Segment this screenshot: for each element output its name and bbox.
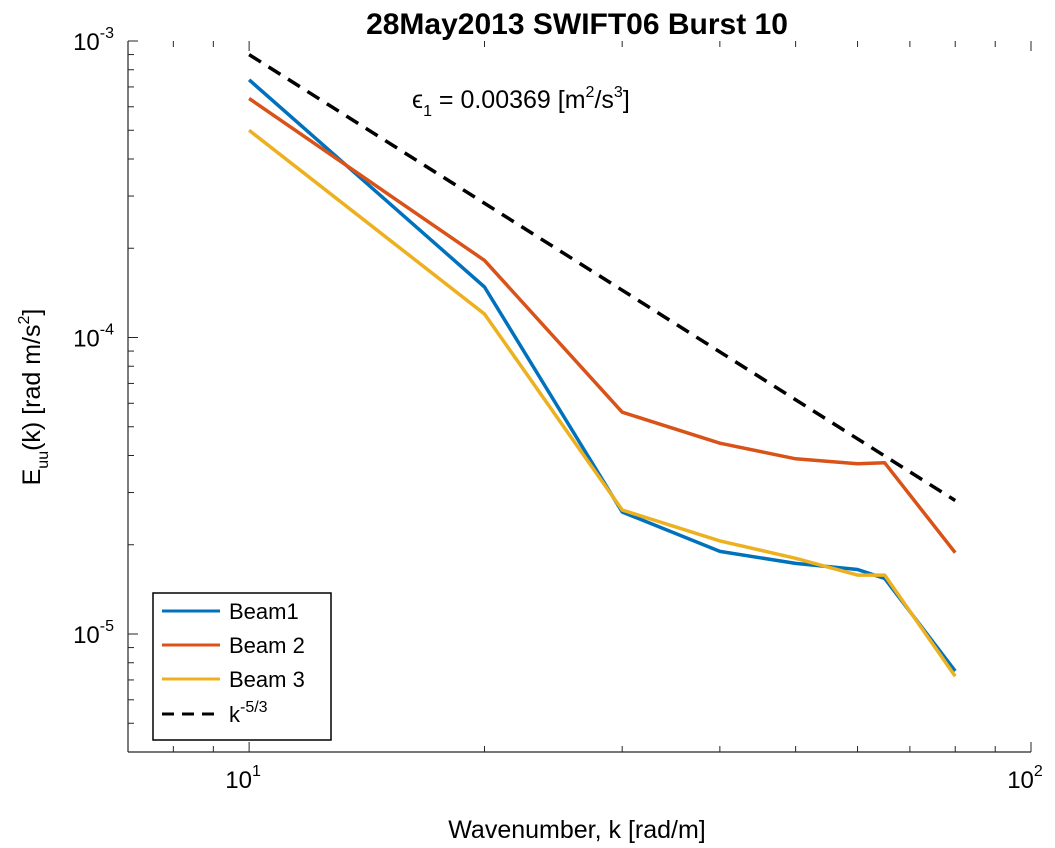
y-tick-label: 10-5 <box>73 618 114 649</box>
series-line-2 <box>248 97 957 554</box>
x-tick-label: 101 <box>225 763 261 794</box>
chart-title: 28May2013 SWIFT06 Burst 10 <box>366 8 788 41</box>
series-layer <box>247 53 957 678</box>
legend-label-beam1: Beam1 <box>229 599 299 624</box>
y-tick-label: 10-4 <box>73 322 114 353</box>
legend-label-beam2: Beam 2 <box>229 633 305 658</box>
x-axis-label: Wavenumber, k [rad/m] <box>448 816 706 844</box>
legend: Beam1 Beam 2 Beam 3 k-5/3 <box>152 592 332 741</box>
y-axis-label: Euu(k) [rad m/s2] <box>16 309 52 486</box>
axes: 101 102 10-5 10-4 10-3 <box>73 25 1043 794</box>
legend-label-beam3: Beam 3 <box>229 667 305 692</box>
x-tick-label: 102 <box>1007 763 1043 794</box>
epsilon-annotation: ϵ1 = 0.00369 [m2/s3] <box>412 84 630 120</box>
series-line-4 <box>248 53 957 502</box>
y-tick-label: 10-3 <box>73 25 114 56</box>
legend-label-k53: k-5/3 <box>229 699 268 727</box>
series-line-3 <box>248 128 957 678</box>
series-line-1 <box>247 78 957 673</box>
